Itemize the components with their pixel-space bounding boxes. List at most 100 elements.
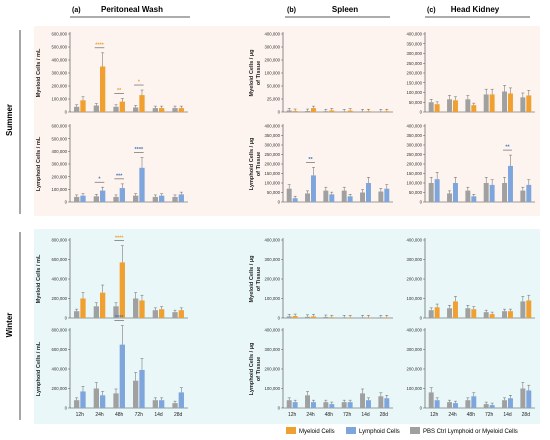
- y-tick-label: 300,000: [264, 45, 280, 50]
- y-tick-label: 400,000: [406, 124, 422, 129]
- bar-treated-14d: [366, 111, 371, 112]
- y-tick-label: 0: [420, 200, 423, 205]
- y-tick-label: 500,000: [51, 136, 67, 141]
- bar-treated-48h: [329, 317, 335, 318]
- y-tick-label: 200,000: [51, 174, 67, 179]
- y-tick-label: 500,000: [51, 45, 67, 50]
- column-header-b: (b) Spleen: [285, 5, 390, 18]
- significance-label: ***: [116, 173, 123, 179]
- bar-treated-24h: [453, 100, 458, 112]
- y-tick-label: 250,000: [406, 61, 422, 66]
- significance-label: ****: [95, 42, 104, 48]
- bar-treated-28d: [384, 317, 390, 318]
- bar-treated-72h: [489, 405, 495, 408]
- bar-treated-12h: [80, 298, 86, 318]
- x-tick-label: 24h: [95, 412, 104, 418]
- bar-treated-24h: [100, 292, 106, 318]
- bar-ctrl-14d: [360, 393, 365, 408]
- bar-ctrl-72h: [133, 107, 139, 112]
- bar-ctrl-28d: [520, 388, 526, 408]
- bar-treated-12h: [434, 179, 440, 202]
- y-axis-label: Myeloid Cells / mL: [36, 48, 42, 97]
- y-tick-label: 300,000: [51, 162, 67, 167]
- y-tick-label: 350,000: [406, 133, 422, 138]
- bar-ctrl-28d: [172, 108, 178, 112]
- y-tick-label: 300,000: [264, 143, 280, 148]
- x-tick-label: 14d: [503, 412, 512, 418]
- bar-treated-28d: [384, 111, 390, 112]
- y-tick-label: 100,000: [264, 71, 280, 76]
- bar-ctrl-14d: [502, 311, 507, 318]
- bar-ctrl-28d: [378, 191, 384, 202]
- y-tick-label: 200,000: [51, 386, 67, 391]
- bar-treated-72h: [489, 94, 495, 112]
- bar-treated-48h: [329, 194, 335, 202]
- bar-treated-28d: [526, 390, 532, 408]
- significance-label: ****: [135, 147, 144, 153]
- bar-treated-12h: [80, 100, 86, 112]
- y-axis-label: Lymphoid Cells / µgof Tissue: [249, 342, 262, 395]
- y-tick-label: 400,000: [406, 32, 422, 37]
- y-tick-label: 200,000: [264, 367, 280, 372]
- x-tick-label: 28d: [174, 412, 183, 418]
- bar-ctrl-28d: [172, 196, 178, 202]
- y-tick-label: 800,000: [51, 238, 67, 243]
- bar-treated-72h: [489, 314, 495, 318]
- x-tick-label: 72h: [135, 412, 144, 418]
- bar-treated-14d: [159, 400, 165, 408]
- bar-ctrl-72h: [133, 298, 139, 318]
- bar-ctrl-24h: [447, 308, 452, 318]
- column-header-a: (a) Peritoneal Wash: [70, 5, 190, 18]
- x-tick-label: 24h: [306, 412, 315, 418]
- legend-swatch-myeloid: [286, 427, 296, 434]
- y-tick-label: 150,000: [406, 171, 422, 176]
- significance-label: *: [98, 177, 101, 183]
- bar-ctrl-72h: [341, 111, 347, 112]
- y-tick-label: 400,000: [264, 238, 280, 243]
- y-tick-label: 0: [65, 110, 68, 115]
- legend-label-myeloid: Myeloid Cells: [299, 429, 335, 435]
- y-tick-label: 300,000: [406, 257, 422, 262]
- y-tick-label: 0: [420, 110, 423, 115]
- y-tick-label: 100,000: [406, 181, 422, 186]
- y-tick-label: 400,000: [51, 58, 67, 63]
- y-tick-label: 300,000: [264, 257, 280, 262]
- bar-ctrl-28d: [378, 317, 384, 318]
- chart-summer-sp-lymphoid: 0 50,000 100,000 150,000 200,000 250,000 300,0…: [249, 124, 393, 205]
- chart-winter-hk-lymphoid: 0 100,000 200,000 300,000 400,000 12h 24h 48h 72…: [406, 328, 535, 418]
- bar-treated-24h: [100, 190, 106, 202]
- legend: Myeloid Cells Lymphoid Cells PBS Ctrl Ly…: [286, 427, 518, 435]
- bar-ctrl-24h: [447, 99, 452, 112]
- y-tick-label: 25,000: [267, 97, 281, 102]
- bar-treated-24h: [311, 108, 316, 112]
- bar-treated-14d: [159, 309, 165, 318]
- bar-ctrl-14d: [502, 400, 507, 408]
- chart-winter-pw-myeloid: 0 200,000 400,000 600,000 800,000 Myeloid Cel…: [36, 235, 188, 321]
- chart-summer-sp-myeloid: 0 25,000 50,000 100,000 200,000 300,000 400,00…: [249, 32, 393, 115]
- bar-treated-12h: [80, 195, 86, 202]
- bar-ctrl-12h: [286, 400, 292, 408]
- y-tick-label: 400,000: [264, 328, 280, 333]
- bar-ctrl-14d: [360, 317, 365, 318]
- chart-summer-hk-myeloid: 0 50,000 100,000 150,000 200,000 250,000 300,0…: [406, 32, 535, 115]
- y-tick-label: 600,000: [51, 32, 67, 37]
- row-label-winter: Winter: [5, 313, 14, 338]
- y-tick-label: 600,000: [51, 347, 67, 352]
- y-tick-label: 200,000: [406, 71, 422, 76]
- bar-treated-14d: [159, 195, 165, 202]
- bar-treated-24h: [453, 301, 458, 318]
- bar-ctrl-12h: [286, 110, 292, 112]
- bar-treated-12h: [80, 391, 86, 408]
- bar-treated-24h: [311, 175, 316, 202]
- legend-swatch-ctrl: [410, 427, 420, 434]
- y-tick-label: 50,000: [267, 84, 281, 89]
- bar-ctrl-72h: [341, 190, 347, 202]
- bar-ctrl-28d: [520, 190, 526, 202]
- legend-label-ctrl: PBS Ctrl Lymphoid or Myeloid Cells: [423, 429, 518, 435]
- bar-treated-24h: [311, 402, 316, 408]
- bar-treated-14d: [366, 317, 371, 318]
- y-tick-label: 100,000: [264, 181, 280, 186]
- bar-ctrl-14d: [152, 196, 158, 202]
- y-tick-label: 0: [65, 200, 68, 205]
- column-a-title: Peritoneal Wash: [101, 5, 163, 14]
